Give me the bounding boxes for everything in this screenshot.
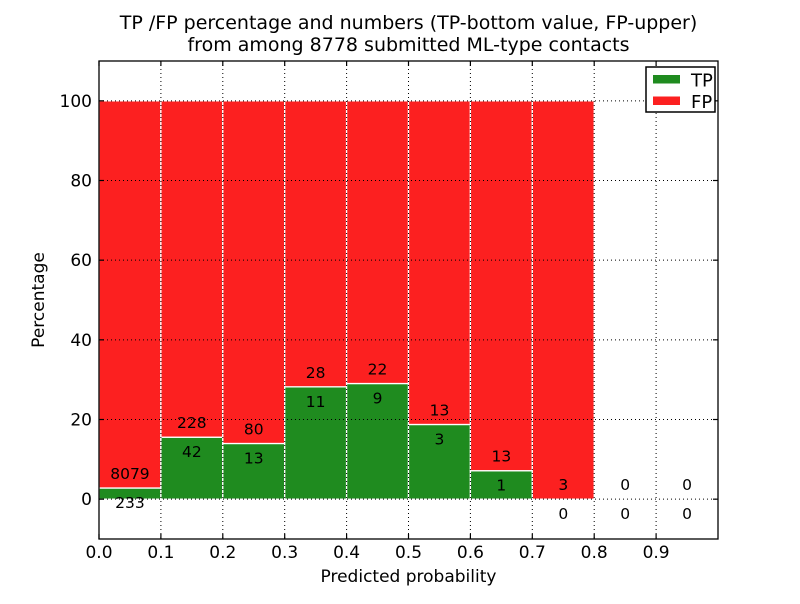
tp-count-label: 11 xyxy=(306,393,326,411)
x-axis-label: Predicted probability xyxy=(321,567,497,587)
y-tick-label: 40 xyxy=(70,331,92,351)
bar-fp-segment xyxy=(531,100,595,500)
y-tick-label: 100 xyxy=(60,92,92,112)
fp-count-label: 228 xyxy=(177,414,207,432)
y-tick-label: 20 xyxy=(70,411,92,431)
tick-labels: 0.0 0.1 0.2 0.3 0.4 0.5 0.6 0.7 0.8 0.9 0 20 40 60 80 1… xyxy=(60,92,670,563)
fp-count-label: 3 xyxy=(558,476,568,494)
x-tick-label: 0.1 xyxy=(147,543,174,563)
tp-count-label: 233 xyxy=(115,494,145,512)
bars-layer xyxy=(98,100,595,500)
bar-fp-segment xyxy=(98,100,162,489)
x-tick-label: 0.0 xyxy=(85,543,112,563)
bar-fp-segment xyxy=(345,100,410,385)
chart-title-line2: from among 8778 submitted ML-type contac… xyxy=(187,34,629,56)
fp-count-label: 22 xyxy=(368,361,388,379)
fp-count-label: 28 xyxy=(306,364,326,382)
fp-count-label: 0 xyxy=(620,476,630,494)
legend: TP FP xyxy=(645,66,716,113)
x-tick-label: 0.5 xyxy=(395,543,422,563)
bar-fp-segment xyxy=(160,100,224,438)
bar-tp-segment xyxy=(222,442,286,500)
frame-layer xyxy=(98,60,719,540)
tp-count-label: 0 xyxy=(620,505,630,523)
chart-title-line1: TP /FP percentage and numbers (TP-bottom… xyxy=(119,12,698,34)
tp-count-label: 42 xyxy=(182,443,202,461)
bar-fp-segment xyxy=(222,100,286,445)
bar-tp-segment xyxy=(469,470,533,500)
tp-count-label: 13 xyxy=(244,449,264,467)
y-tick-label: 0 xyxy=(81,490,92,510)
x-tick-label: 0.6 xyxy=(457,543,484,563)
bar-fp-segment xyxy=(469,100,533,472)
y-axis-label: Percentage xyxy=(29,252,49,348)
tp-count-label: 9 xyxy=(373,390,383,408)
tp-count-label: 0 xyxy=(558,505,568,523)
fp-count-label: 13 xyxy=(491,448,511,466)
y-tick-label: 60 xyxy=(70,251,92,271)
legend-label-tp: TP xyxy=(690,71,713,92)
bar-fp-segment xyxy=(284,100,348,388)
x-tick-label: 0.9 xyxy=(643,543,670,563)
y-tick-label: 80 xyxy=(70,172,92,192)
x-tick-label: 0.3 xyxy=(271,543,298,563)
fp-count-label: 13 xyxy=(430,401,450,419)
legend-swatch-tp xyxy=(653,75,680,84)
x-tick-label: 0.7 xyxy=(519,543,546,563)
legend-swatch-fp xyxy=(653,96,680,105)
tp-count-label: 1 xyxy=(496,477,506,495)
fp-count-label: 8079 xyxy=(110,465,149,483)
legend-label-fp: FP xyxy=(691,92,712,113)
tp-count-label: 3 xyxy=(435,430,445,448)
fp-count-label: 0 xyxy=(682,476,692,494)
tp-count-label: 0 xyxy=(682,505,692,523)
fp-count-label: 80 xyxy=(244,420,264,438)
x-tick-label: 0.8 xyxy=(581,543,608,563)
bar-fp-segment xyxy=(407,100,472,426)
x-tick-label: 0.2 xyxy=(209,543,236,563)
x-tick-label: 0.4 xyxy=(333,543,360,563)
